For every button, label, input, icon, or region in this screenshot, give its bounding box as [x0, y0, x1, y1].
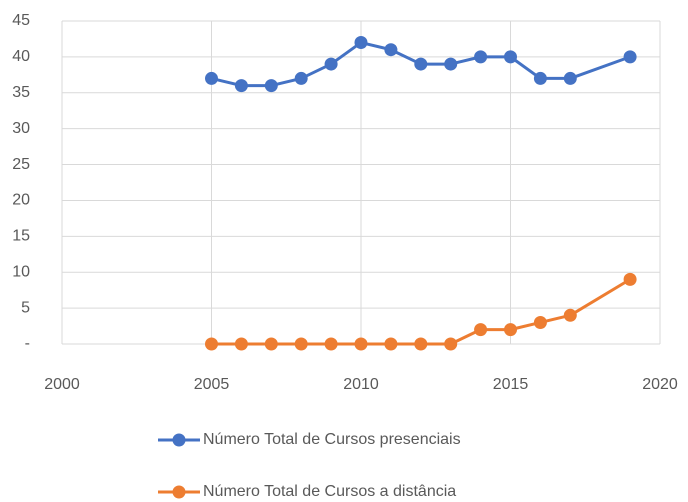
y-tick-label: 45 [12, 12, 30, 29]
data-point [504, 323, 517, 337]
data-point [474, 50, 488, 64]
data-point [264, 337, 278, 351]
data-point [264, 79, 278, 93]
data-point [324, 337, 338, 351]
y-tick-label: 5 [21, 299, 30, 316]
x-tick-label: 2000 [44, 376, 80, 393]
data-point [354, 36, 368, 50]
data-point [563, 71, 577, 85]
data-point [623, 272, 637, 286]
legend-label: Número Total de Cursos a distância [203, 483, 456, 500]
data-point [294, 337, 308, 351]
data-point [294, 71, 308, 85]
x-tick-label: 2015 [493, 376, 529, 393]
legend-label: Número Total de Cursos presenciais [203, 431, 461, 448]
y-tick-label: 30 [12, 120, 30, 137]
y-tick-label: 35 [12, 84, 30, 101]
data-point [504, 50, 517, 64]
data-point [414, 337, 428, 351]
x-tick-label: 2010 [343, 376, 379, 393]
data-point [324, 57, 338, 71]
y-tick-label: 25 [12, 156, 30, 173]
data-point [354, 337, 368, 351]
data-point [384, 43, 398, 57]
y-tick-label: - [25, 335, 30, 352]
y-tick-label: 20 [12, 192, 30, 209]
data-point [234, 79, 248, 93]
data-point [563, 308, 577, 322]
data-point [533, 71, 547, 85]
x-tick-label: 2020 [642, 376, 678, 393]
y-tick-label: 40 [12, 48, 30, 65]
data-point [414, 57, 428, 71]
legend-marker [172, 433, 186, 447]
data-point [444, 337, 458, 351]
data-point [474, 323, 488, 337]
legend-marker [172, 485, 186, 499]
data-point [444, 57, 458, 71]
y-tick-label: 15 [12, 228, 30, 245]
x-tick-label: 2005 [194, 376, 230, 393]
y-tick-label: 10 [12, 263, 30, 280]
data-point [533, 315, 547, 329]
data-point [205, 337, 218, 351]
data-point [384, 337, 398, 351]
data-point [205, 71, 218, 85]
data-point [623, 50, 637, 64]
data-point [234, 337, 248, 351]
